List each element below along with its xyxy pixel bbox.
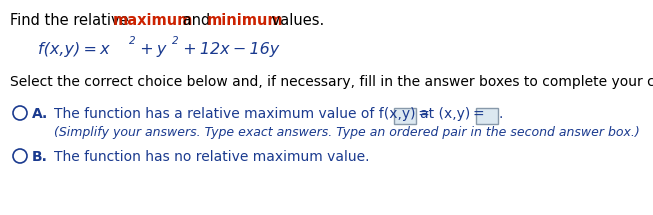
Text: The function has a relative maximum value of f(x,y) =: The function has a relative maximum valu… — [54, 107, 430, 121]
FancyBboxPatch shape — [476, 108, 498, 124]
Text: f(x,y) = x: f(x,y) = x — [38, 42, 110, 57]
Text: (Simplify your answers. Type exact answers. Type an ordered pair in the second a: (Simplify your answers. Type exact answe… — [54, 126, 640, 139]
FancyBboxPatch shape — [394, 108, 416, 124]
Text: + y: + y — [137, 42, 167, 57]
Text: Select the correct choice below and, if necessary, fill in the answer boxes to c: Select the correct choice below and, if … — [10, 75, 653, 89]
Text: values.: values. — [267, 13, 325, 28]
Text: 2: 2 — [172, 36, 179, 46]
Text: minimum: minimum — [207, 13, 283, 28]
Text: .: . — [499, 107, 503, 121]
Text: Find the relative: Find the relative — [10, 13, 133, 28]
Text: The function has no relative maximum value.: The function has no relative maximum val… — [54, 150, 370, 164]
Text: A.: A. — [32, 107, 48, 121]
Text: maximum: maximum — [113, 13, 193, 28]
Text: + 12x − 16y: + 12x − 16y — [180, 42, 279, 57]
Text: 2: 2 — [129, 36, 136, 46]
Text: at (x,y) =: at (x,y) = — [420, 107, 485, 121]
Text: B.: B. — [32, 150, 48, 164]
Text: and: and — [178, 13, 215, 28]
